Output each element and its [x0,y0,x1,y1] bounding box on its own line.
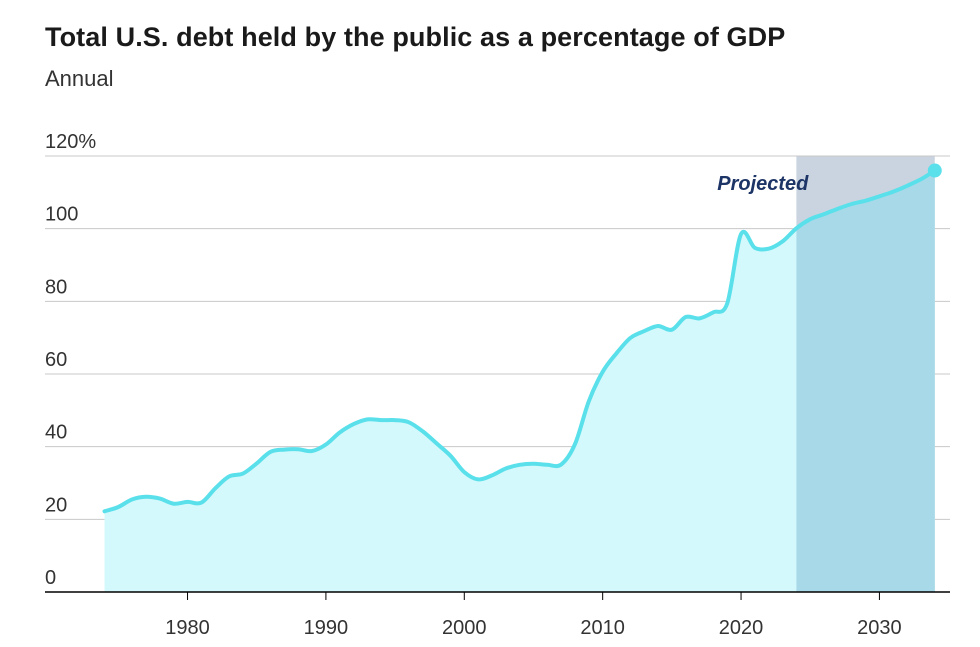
y-tick-label: 20 [45,494,67,516]
y-tick-label: 100 [45,204,78,226]
x-tick-label: 1980 [165,617,210,639]
chart-title: Total U.S. debt held by the public as a … [45,22,786,52]
x-tick-label: 2010 [580,617,625,639]
x-tick-label: 2000 [442,617,487,639]
x-tick-label: 1990 [304,617,349,639]
area-fill [104,170,935,592]
projection-label: Projected [717,173,809,195]
projection-area-fill [796,170,935,592]
end-point [927,163,942,178]
y-tick-label: 0 [45,567,56,589]
series-line [102,168,937,514]
y-tick-label: 80 [45,276,67,298]
x-tick-label: 2030 [857,617,902,639]
chart-subtitle: Annual [45,66,114,91]
y-tick-label: 40 [45,422,67,444]
y-tick-label: 120% [45,131,96,153]
y-tick-label: 60 [45,349,67,371]
x-tick-label: 2020 [719,617,764,639]
